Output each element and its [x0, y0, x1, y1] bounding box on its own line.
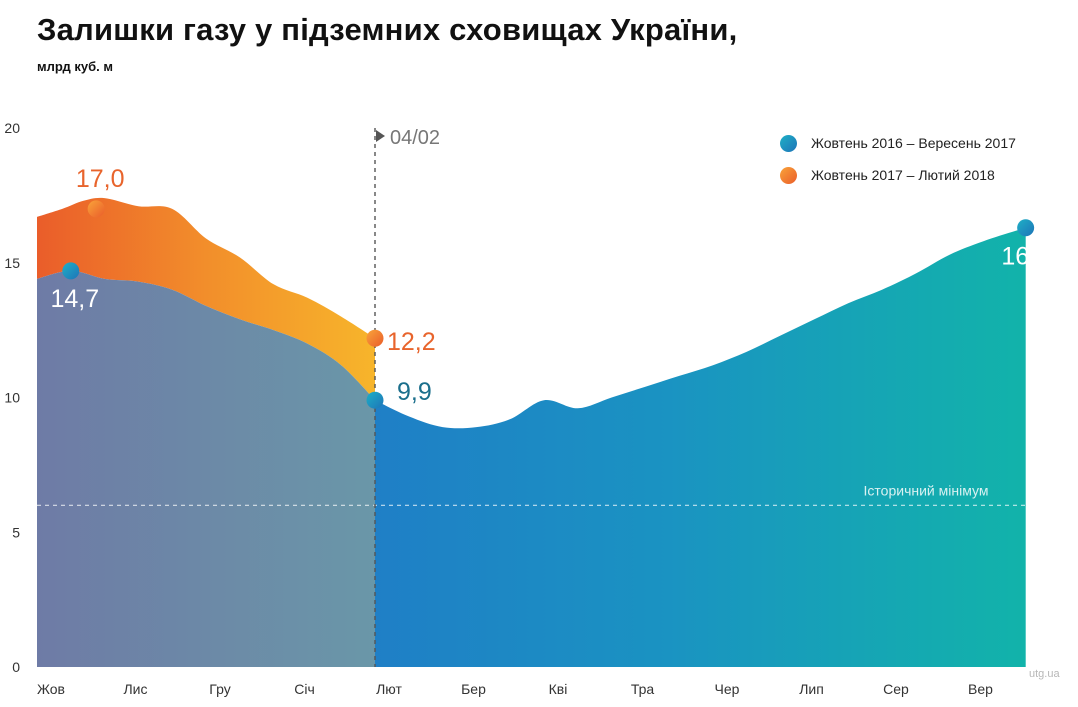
- area-series-0-overlap: [37, 270, 375, 667]
- x-tick-label: Кві: [549, 681, 568, 697]
- y-tick-label: 5: [12, 524, 20, 540]
- legend-label: Жовтень 2017 – Лютий 2018: [811, 167, 995, 183]
- reference-line-label: Історичний мінімум: [864, 482, 989, 498]
- x-tick-label: Сер: [883, 681, 909, 697]
- x-tick-label: Тра: [631, 681, 655, 697]
- legend-item-series-1: Жовтень 2017 – Лютий 2018: [780, 159, 1016, 191]
- x-tick-label: Гру: [209, 681, 230, 697]
- data-label: 14,7: [50, 285, 99, 313]
- area-series-1: [37, 197, 375, 401]
- legend-item-series-0: Жовтень 2016 – Вересень 2017: [780, 127, 1016, 159]
- x-tick-label: Бер: [461, 681, 486, 697]
- data-points: 17,0 14,7 12,2 9,9 16,3: [50, 165, 1050, 409]
- x-tick-label: Жов: [37, 681, 65, 697]
- x-tick-label: Лип: [799, 681, 824, 697]
- x-tick-label: Лют: [376, 681, 402, 697]
- y-tick-label: 15: [4, 255, 20, 271]
- x-tick-label: Лис: [123, 681, 147, 697]
- y-tick-label: 20: [4, 120, 20, 136]
- x-tick-label: Чер: [715, 681, 740, 697]
- data-label: 12,2: [387, 328, 436, 356]
- data-point-blue: [366, 391, 384, 409]
- area-series-0: [375, 227, 1026, 667]
- source-label: utg.ua: [1029, 668, 1060, 680]
- marker-arrow-icon: [376, 130, 385, 142]
- x-tick-label: Вер: [968, 681, 993, 697]
- data-label: 16,3: [1001, 243, 1050, 271]
- chart-title: Залишки газу у підземних сховищах Україн…: [37, 12, 738, 47]
- data-point-blue: [1017, 219, 1035, 237]
- y-axis: 0 5 10 15 20: [4, 120, 20, 675]
- plot-areas: [37, 197, 1026, 667]
- data-point-orange: [366, 329, 384, 347]
- legend-marker-blue: [780, 134, 797, 152]
- data-label: 9,9: [397, 378, 432, 406]
- legend: Жовтень 2016 – Вересень 2017 Жовтень 201…: [780, 127, 1016, 191]
- y-tick-label: 10: [4, 390, 20, 406]
- data-point-orange: [87, 200, 105, 218]
- marker-line-group: 04/02: [374, 127, 440, 667]
- chart-subtitle: млрд куб. м: [37, 59, 113, 74]
- x-axis: Жов Лис Гру Січ Лют Бер Кві Тра Чер Лип Сер Вер: [37, 681, 993, 697]
- reference-line-group: Історичний мінімум: [37, 482, 1078, 506]
- legend-marker-orange: [780, 166, 797, 184]
- marker-line-label: 04/02: [390, 127, 440, 149]
- y-tick-label: 0: [12, 659, 20, 675]
- data-point-blue: [62, 262, 80, 280]
- legend-label: Жовтень 2016 – Вересень 2017: [811, 135, 1016, 151]
- data-label: 17,0: [76, 165, 125, 193]
- x-tick-label: Січ: [294, 681, 315, 697]
